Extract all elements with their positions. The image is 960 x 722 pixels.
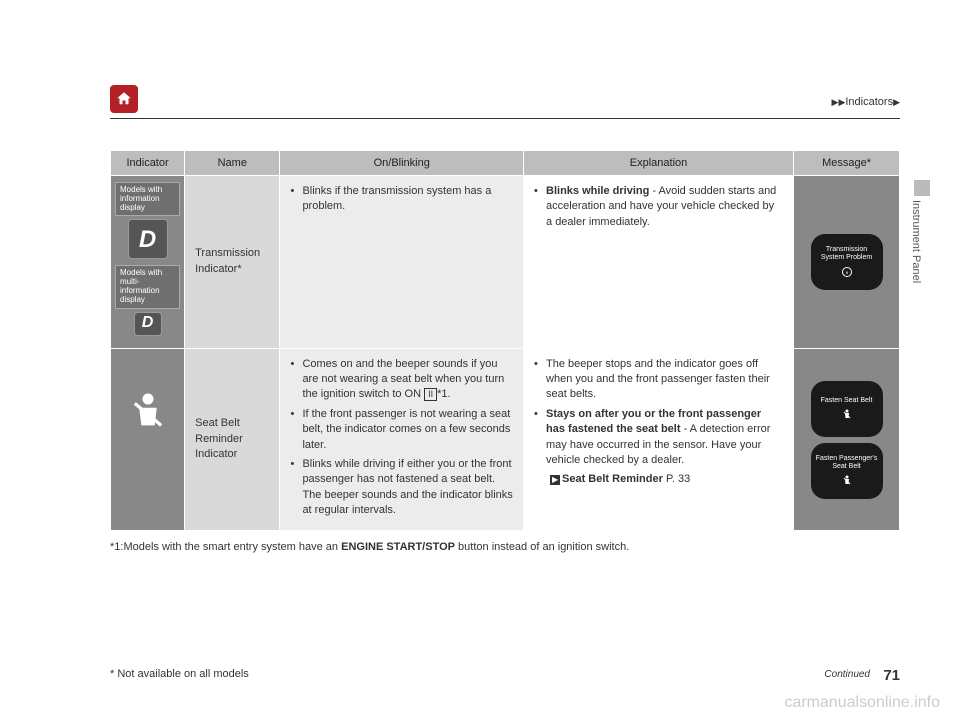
table-row: Seat Belt Reminder Indicator Comes on an… <box>111 348 900 531</box>
onblink1-text: Comes on and the beeper sounds if you ar… <box>302 358 504 401</box>
th-name: Name <box>185 151 280 176</box>
side-tab-marker <box>914 180 930 196</box>
th-indicator: Indicator <box>111 151 185 176</box>
continued-label: Continued <box>824 669 870 680</box>
message-pill-seatbelt: Fasten Seat Belt <box>811 381 883 437</box>
cell-message: Fasten Seat Belt Fasten Passenger's Seat… <box>794 348 900 531</box>
side-tab-label: Instrument Panel <box>910 200 922 283</box>
footnote1-prefix: *1:Models with the smart entry system ha… <box>110 541 341 553</box>
onblink-item: Comes on and the beeper sounds if you ar… <box>290 357 513 403</box>
cell-name: Seat Belt Reminder Indicator <box>185 348 280 531</box>
message-pill-passenger-seatbelt: Fasten Passenger's Seat Belt <box>811 443 883 499</box>
breadcrumb-arrow-icon: ▶▶ <box>832 97 846 107</box>
onblink-item: Blinks if the transmission system has a … <box>290 184 513 215</box>
cell-message: Transmission System Problem <box>794 176 900 349</box>
expl-item: The beeper stops and the indicator goes … <box>534 357 783 403</box>
ref-arrow-icon: ▶ <box>550 475 560 485</box>
model-box-2: Models with multi-information display <box>115 265 180 308</box>
expl-item: Stays on after you or the front passenge… <box>534 407 783 488</box>
onblink1-suffix: *1. <box>437 388 450 400</box>
cell-indicator: Models with information display D Models… <box>111 176 185 349</box>
ref-page: P. 33 <box>666 473 690 485</box>
cell-indicator <box>111 348 185 531</box>
msg-text: Fasten Passenger's Seat Belt <box>815 455 879 472</box>
footnote1-bold: ENGINE START/STOP <box>341 541 455 553</box>
seatbelt-mini-icon <box>841 408 853 420</box>
th-onblinking: On/Blinking <box>280 151 524 176</box>
msg-text: Transmission System Problem <box>815 246 879 263</box>
table-row: Models with information display D Models… <box>111 176 900 349</box>
footnote-2: * Not available on all models <box>110 668 249 680</box>
info-icon <box>841 266 853 278</box>
home-icon[interactable] <box>110 85 138 113</box>
onblink-item: Blinks while driving if either you or th… <box>290 457 513 519</box>
cell-explanation: The beeper stops and the indicator goes … <box>524 348 794 531</box>
cell-explanation: Blinks while driving - Avoid sudden star… <box>524 176 794 349</box>
seatbelt-icon <box>123 385 173 435</box>
breadcrumb: ▶▶Indicators▶ <box>832 96 900 108</box>
footnote1-suffix: button instead of an ignition switch. <box>455 541 629 553</box>
th-explanation: Explanation <box>524 151 794 176</box>
cell-onblink: Comes on and the beeper sounds if you ar… <box>280 348 524 531</box>
message-pill-transmission: Transmission System Problem <box>811 234 883 290</box>
footnote-1: *1:Models with the smart entry system ha… <box>110 541 900 553</box>
breadcrumb-arrow2-icon: ▶ <box>893 97 900 107</box>
watermark: carmanualsonline.info <box>784 694 940 712</box>
cell-onblink: Blinks if the transmission system has a … <box>280 176 524 349</box>
breadcrumb-text: Indicators <box>845 96 893 108</box>
model-box-1: Models with information display <box>115 182 180 216</box>
page-number: 71 <box>883 667 900 684</box>
ignition-symbol: II <box>424 388 437 401</box>
cell-name: Transmission Indicator* <box>185 176 280 349</box>
gear-d-small-icon: D <box>134 312 162 336</box>
expl-item: Blinks while driving - Avoid sudden star… <box>534 184 783 230</box>
header-divider <box>110 118 900 119</box>
indicators-table: Indicator Name On/Blinking Explanation M… <box>110 150 900 531</box>
onblink-item: If the front passenger is not wearing a … <box>290 407 513 453</box>
ref-text: Seat Belt Reminder <box>562 473 663 485</box>
seatbelt-mini-icon <box>841 474 853 486</box>
expl-bold: Blinks while driving <box>546 185 649 197</box>
gear-d-icon: D <box>128 219 168 259</box>
th-message: Message* <box>794 151 900 176</box>
msg-text: Fasten Seat Belt <box>821 397 873 405</box>
